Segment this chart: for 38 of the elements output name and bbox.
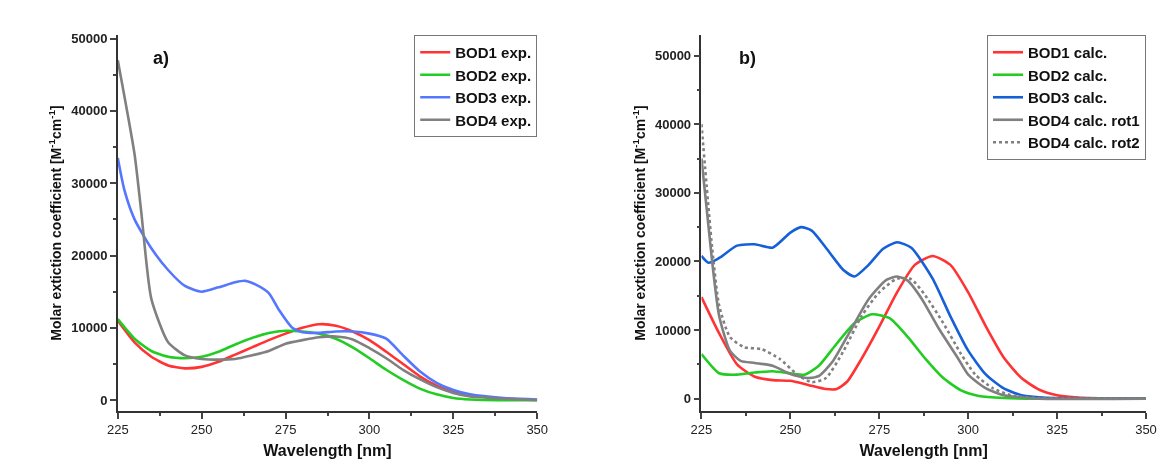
x-tick-label: 350	[526, 422, 549, 438]
legend-label: BOD2 calc.	[1028, 66, 1108, 84]
x-tick-label: 325	[1046, 422, 1068, 438]
legend-label: BOD4 calc. rot1	[1028, 111, 1140, 129]
x-tick-label: 275	[274, 422, 297, 438]
annotation: b)	[739, 48, 756, 68]
x-axis-title: Wavelength [nm]	[859, 441, 988, 459]
x-tick-label: 250	[779, 422, 802, 438]
y-tick-label: 10000	[71, 320, 108, 336]
y-tick-label: 20000	[71, 248, 108, 264]
x-tick-label: 225	[690, 422, 713, 438]
annotation: a)	[153, 48, 170, 68]
y-tick-label: 40000	[654, 116, 692, 132]
x-tick-label: 275	[868, 422, 891, 438]
line-series	[117, 156, 538, 401]
y-tick-label: 10000	[654, 322, 692, 338]
x-tick-label: 225	[106, 422, 129, 438]
x-tick-label: 250	[190, 422, 213, 438]
x-axis-title: Wavelength [nm]	[263, 441, 392, 459]
y-tick-label: 50000	[654, 48, 692, 64]
x-tick-label: 350	[1135, 422, 1157, 438]
y-tick-label: 40000	[71, 103, 108, 119]
y-tick-label: 50000	[71, 31, 108, 47]
legend-label: BOD1 calc.	[1028, 44, 1108, 62]
legend-label: BOD2 exp.	[455, 66, 532, 84]
y-tick-label: 30000	[654, 185, 692, 201]
legend-label: BOD4 exp.	[455, 111, 532, 129]
y-tick-label: 30000	[71, 175, 108, 191]
legend-label: BOD1 exp.	[455, 44, 532, 62]
legend-label: BOD3 exp.	[455, 89, 532, 107]
x-tick-label: 300	[358, 422, 381, 438]
y-tick-label: 0	[683, 391, 692, 407]
y-tick-label: 0	[100, 392, 108, 408]
x-tick-label: 300	[957, 422, 980, 438]
legend-label: BOD3 calc.	[1028, 89, 1108, 107]
x-tick-label: 325	[442, 422, 465, 438]
legend-label: BOD4 calc. rot2	[1028, 134, 1140, 152]
y-tick-label: 20000	[654, 253, 692, 269]
